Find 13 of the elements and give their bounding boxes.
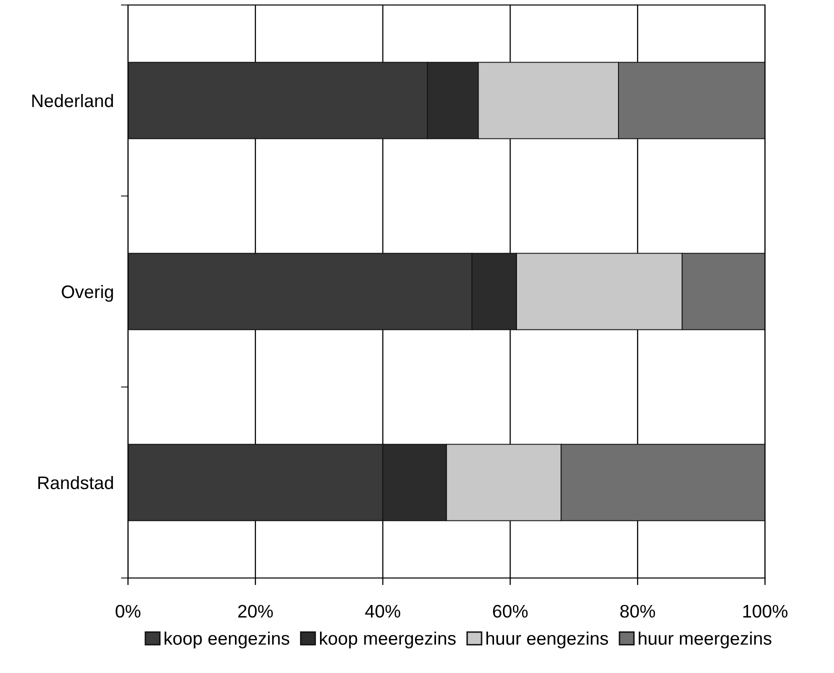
x-tick-label: 40%: [365, 604, 400, 618]
y-tick-label: Randstad: [38, 476, 113, 490]
legend-label: koop meergezins: [320, 632, 456, 648]
x-tick-label: 20%: [238, 604, 273, 618]
legend-label: huur eengezins: [486, 632, 608, 648]
x-tick-label: 100%: [743, 604, 788, 618]
y-tick-label: Nederland: [32, 94, 113, 108]
x-tick-label: 80%: [620, 604, 656, 618]
x-tick-label: 0%: [116, 604, 140, 618]
y-tick-label: Overig: [62, 284, 113, 302]
x-tick-label: 60%: [493, 604, 528, 618]
legend-label: koop eengezins: [164, 632, 290, 648]
legend-label: huur meergezins: [638, 632, 772, 648]
